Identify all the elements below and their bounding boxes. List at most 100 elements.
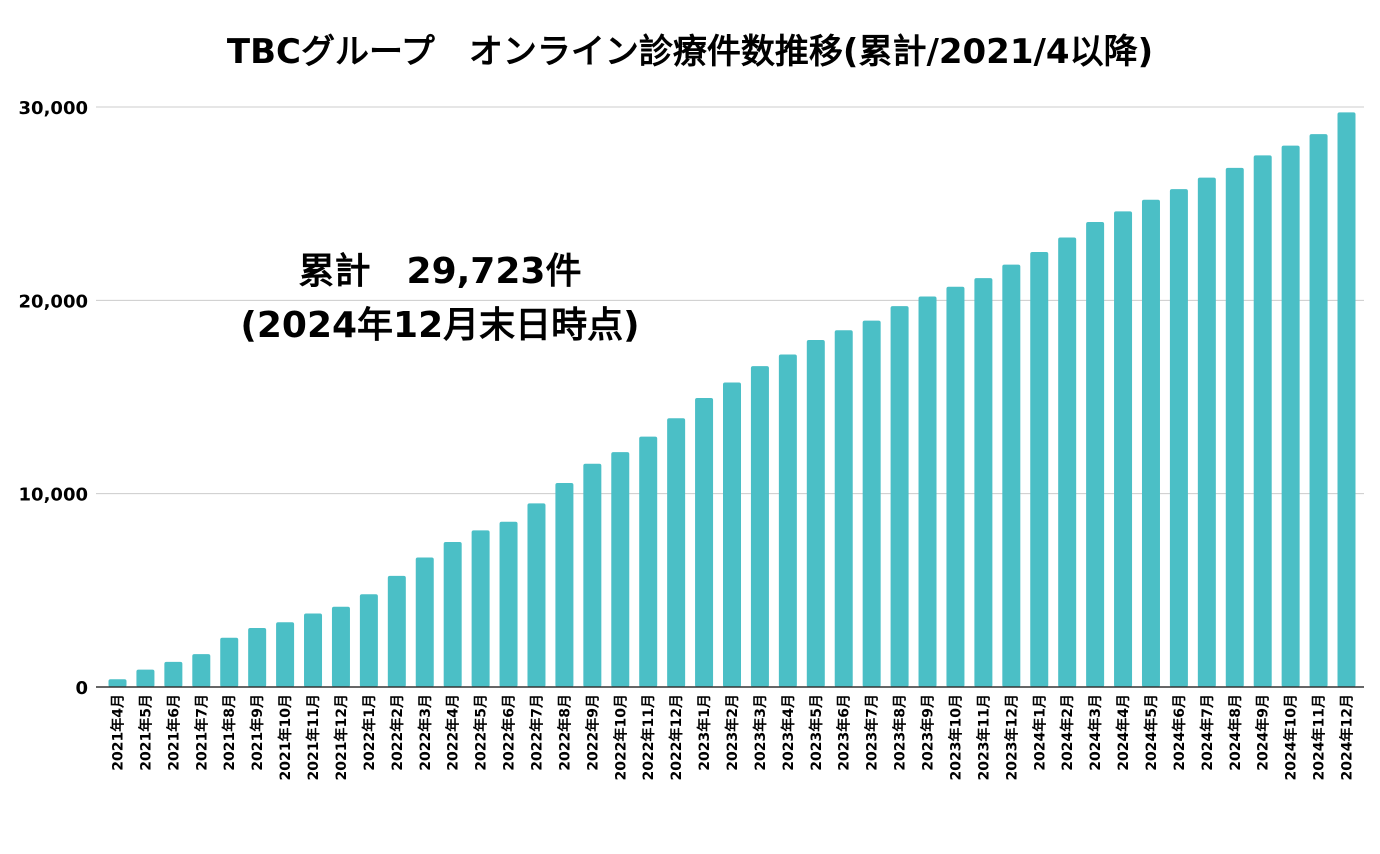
x-tick-label: 2023年10月 [947, 694, 964, 780]
bar [1197, 177, 1216, 688]
x-tick-label: 2023年6月 [836, 694, 853, 771]
bar [639, 436, 658, 687]
y-tick-label: 0 [75, 678, 88, 699]
bar [471, 530, 490, 687]
bar [918, 296, 937, 687]
bar [862, 320, 881, 687]
x-tick-label: 2023年12月 [1003, 694, 1020, 780]
x-tick-label: 2023年9月 [920, 694, 937, 771]
x-tick-label: 2023年8月 [892, 694, 909, 771]
x-tick-label: 2024年10月 [1283, 694, 1300, 780]
x-tick-label: 2023年1月 [696, 694, 713, 771]
x-tick-label: 2023年3月 [752, 694, 769, 771]
bar [192, 654, 211, 687]
bar [499, 521, 518, 687]
bar [527, 503, 546, 687]
x-tick-label: 2022年11月 [640, 694, 657, 780]
bar [331, 606, 350, 687]
x-tick-label: 2024年2月 [1059, 694, 1076, 771]
chart-title: TBCグループ オンライン診療件数推移(累計/2021/4以降) [226, 32, 1154, 72]
x-tick-label: 2021年6月 [165, 694, 182, 771]
bar [1002, 264, 1021, 687]
x-tick-label: 2023年11月 [975, 694, 992, 780]
x-tick-label: 2024年6月 [1171, 694, 1188, 771]
x-tick-label: 2021年7月 [193, 694, 210, 771]
bar [1169, 189, 1188, 687]
bar [276, 622, 295, 687]
bars [108, 112, 1356, 688]
x-tick-label: 2022年5月 [473, 694, 490, 771]
y-tick-label: 30,000 [19, 98, 88, 119]
bar [415, 557, 434, 687]
bar [890, 306, 909, 687]
bar [1337, 112, 1356, 687]
x-tick-label: 2021年9月 [249, 694, 266, 771]
bar [248, 628, 267, 687]
x-tick-label: 2022年12月 [668, 694, 685, 780]
y-tick-label: 10,000 [19, 485, 88, 506]
bar [778, 354, 797, 687]
bar [1141, 199, 1160, 688]
bar [974, 278, 993, 687]
x-tick-label: 2022年9月 [584, 694, 601, 771]
bar [834, 330, 853, 687]
bar [136, 669, 155, 687]
bar [359, 594, 378, 687]
x-tick-label: 2023年4月 [780, 694, 797, 771]
x-tick-label: 2022年8月 [556, 694, 573, 771]
bar [611, 452, 630, 687]
x-tick-label: 2021年12月 [333, 694, 350, 780]
bar [1058, 237, 1077, 687]
x-tick-label: 2023年2月 [724, 694, 741, 771]
x-tick-label: 2021年10月 [277, 694, 294, 780]
y-axis-ticks: 0 10,000 20,000 30,000 [19, 98, 88, 699]
x-tick-label: 2021年5月 [137, 694, 154, 771]
bar [1086, 222, 1105, 688]
bar [443, 542, 462, 687]
bar [723, 382, 741, 687]
bar [1309, 134, 1328, 688]
x-tick-label: 2024年1月 [1031, 694, 1048, 771]
total-annotation: 累計 29,723件 [298, 251, 582, 292]
x-tick-label: 2024年4月 [1115, 694, 1132, 771]
x-tick-label: 2024年5月 [1143, 694, 1160, 771]
bar [1114, 211, 1133, 687]
as-of-annotation: (2024年12月末日時点) [240, 305, 640, 346]
bar [750, 366, 769, 687]
y-tick-label: 20,000 [19, 291, 88, 312]
x-tick-label: 2022年3月 [417, 694, 434, 771]
x-tick-label: 2021年11月 [305, 694, 322, 780]
bar [387, 575, 406, 687]
bar [1030, 252, 1049, 687]
x-tick-label: 2023年5月 [808, 694, 825, 771]
x-tick-label: 2023年7月 [864, 694, 881, 771]
bar [220, 637, 239, 687]
x-tick-label: 2022年1月 [361, 694, 378, 771]
bar [946, 286, 965, 687]
x-tick-label: 2024年8月 [1227, 694, 1244, 771]
bar [695, 397, 714, 687]
bar [667, 418, 686, 687]
x-tick-label: 2022年7月 [528, 694, 545, 771]
bar [1253, 155, 1272, 688]
x-tick-label: 2024年7月 [1199, 694, 1216, 771]
x-axis-ticks: 2021年4月 2021年5月 2021年6月 2021年7月 2021年8月 2021年… [110, 694, 1356, 780]
x-tick-label: 2022年6月 [501, 694, 518, 771]
x-tick-label: 2024年3月 [1087, 694, 1104, 771]
x-tick-label: 2022年10月 [612, 694, 629, 780]
x-tick-label: 2022年2月 [389, 694, 406, 771]
bar [1225, 167, 1244, 687]
bar [806, 339, 825, 687]
bar [583, 463, 602, 687]
x-tick-label: 2024年9月 [1255, 694, 1272, 771]
x-tick-label: 2021年4月 [110, 694, 127, 771]
bar [164, 661, 183, 687]
x-tick-label: 2022年4月 [445, 694, 462, 771]
x-tick-label: 2021年8月 [221, 694, 238, 771]
bar [555, 483, 574, 687]
bar [304, 613, 323, 687]
bar [1281, 145, 1300, 687]
x-tick-label: 2024年12月 [1339, 694, 1356, 780]
